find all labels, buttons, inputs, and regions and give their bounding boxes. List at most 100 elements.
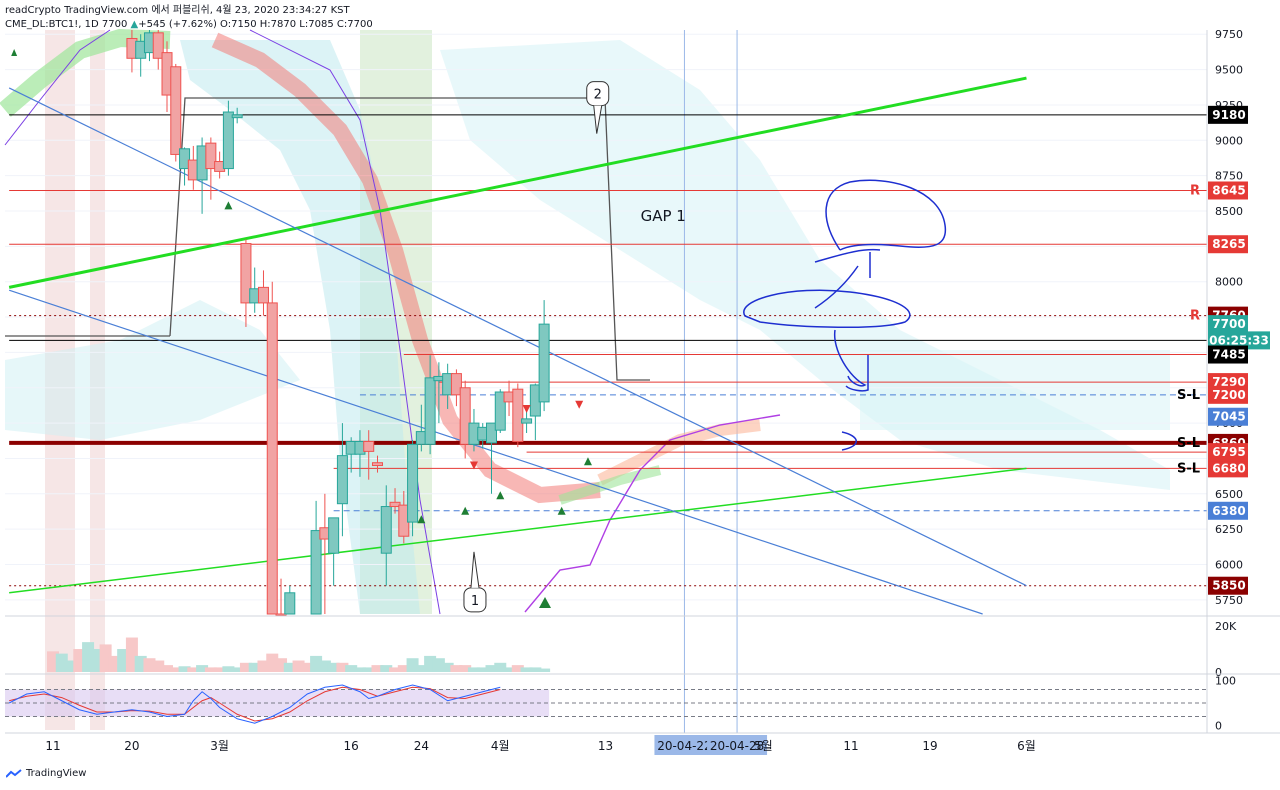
high-label: H:	[259, 19, 271, 30]
candle-body	[257, 286, 269, 304]
price-axis-label: 6380	[1212, 504, 1245, 518]
candle-body	[407, 443, 419, 523]
candle-body	[450, 373, 462, 396]
price-axis-label: 7485	[1212, 348, 1245, 362]
buy-signal-icon	[539, 597, 551, 608]
price-tick-label: 9000	[1215, 134, 1243, 147]
candle-body	[284, 592, 296, 615]
volume-bar	[161, 665, 174, 672]
candle	[205, 137, 217, 200]
volume-bar	[125, 637, 138, 672]
buy-signal-icon	[11, 49, 18, 56]
time-tick-label: 3월	[210, 739, 229, 753]
volume-bar	[64, 660, 77, 672]
low-value: 7085	[308, 19, 334, 30]
volume-bar	[336, 662, 349, 672]
open-value: 7150	[231, 19, 257, 30]
oscillator-fast-line	[8, 684, 501, 724]
price-axis-label-bg	[1208, 235, 1248, 254]
price-axis-label: 7045	[1212, 410, 1245, 424]
candle-body	[336, 455, 348, 505]
candle-body	[389, 501, 401, 508]
date-highlight	[707, 735, 768, 755]
oscillator-slow-line	[9, 686, 501, 722]
open-label: O:	[220, 19, 232, 30]
level-tag: S-L	[1177, 436, 1200, 451]
price-axis-label: 8645	[1212, 183, 1245, 197]
price-tick-label: 6250	[1215, 523, 1243, 536]
candle	[231, 107, 243, 124]
candle	[170, 63, 182, 162]
sell-signal-icon	[522, 404, 531, 413]
candle	[512, 383, 524, 448]
trend-line	[9, 467, 1027, 594]
candle	[222, 100, 234, 176]
candle-body	[240, 243, 252, 304]
candle	[363, 430, 375, 480]
candle-body	[179, 148, 191, 170]
candle	[284, 585, 296, 615]
candle	[538, 300, 550, 412]
time-tick-label: 6월	[1017, 739, 1036, 753]
volume-tick-label: 20K	[1215, 620, 1237, 633]
price-axis-label: 8265	[1212, 237, 1245, 251]
candle	[328, 517, 340, 586]
price-axis-label: 06:25:33	[1209, 333, 1269, 347]
price-axis-label-bg	[1208, 385, 1248, 404]
volume-bar	[178, 666, 191, 672]
candle	[459, 380, 471, 459]
candle-body	[328, 517, 340, 554]
volume-bar	[204, 667, 217, 672]
volume-bar	[301, 662, 314, 672]
volume-bar	[283, 662, 296, 672]
candle	[257, 270, 269, 316]
candle	[424, 355, 436, 455]
level-lines-layer	[9, 114, 1207, 587]
ma-ribbon-green	[558, 465, 662, 505]
volume-bar	[520, 667, 533, 672]
time-tick-label: 11	[45, 739, 60, 753]
volume-bar	[222, 666, 235, 672]
trend-line	[8, 289, 983, 615]
candle	[380, 485, 392, 586]
candle	[266, 281, 278, 615]
volume-bar	[450, 665, 463, 672]
buy-signal-icon	[557, 506, 566, 515]
price-tick-label: 9500	[1215, 64, 1243, 77]
candles-layer	[11, 30, 592, 616]
candle-body	[512, 388, 524, 442]
volume-bar	[371, 665, 384, 672]
time-tick-label: 16	[344, 739, 359, 753]
brand-footer[interactable]: TradingView	[6, 768, 86, 779]
close-label: C:	[336, 19, 348, 30]
candle-body	[459, 387, 471, 445]
candle-body	[152, 32, 164, 59]
arrow-drawing	[841, 431, 857, 451]
price-tick-label: 6500	[1215, 488, 1243, 501]
volume-bar	[511, 665, 524, 672]
candle-body	[222, 111, 234, 170]
volume-pane: 0 20K	[5, 615, 1280, 679]
volume-bar	[318, 660, 331, 672]
time-tick-label: 4월	[491, 739, 510, 753]
volume-bar	[239, 662, 252, 672]
candle-body	[371, 462, 383, 467]
candle-body	[486, 422, 497, 444]
callout-label: 1	[471, 594, 479, 609]
arrow-drawing	[833, 329, 869, 392]
candle	[486, 422, 497, 494]
level-tag: R	[1190, 183, 1200, 198]
candle	[407, 440, 419, 537]
candle	[389, 488, 401, 514]
level-tag: S-L	[1177, 461, 1200, 476]
level-tag: S-L	[1177, 388, 1200, 403]
close-value: 7700	[347, 19, 373, 30]
candle	[494, 389, 506, 434]
low-label: L:	[299, 19, 309, 30]
trend-line	[8, 76, 1027, 289]
candle	[521, 408, 533, 434]
candle-body	[205, 142, 217, 170]
time-tick-label: 20-04-28	[710, 739, 764, 753]
price-axis-label-bg	[1208, 576, 1248, 595]
